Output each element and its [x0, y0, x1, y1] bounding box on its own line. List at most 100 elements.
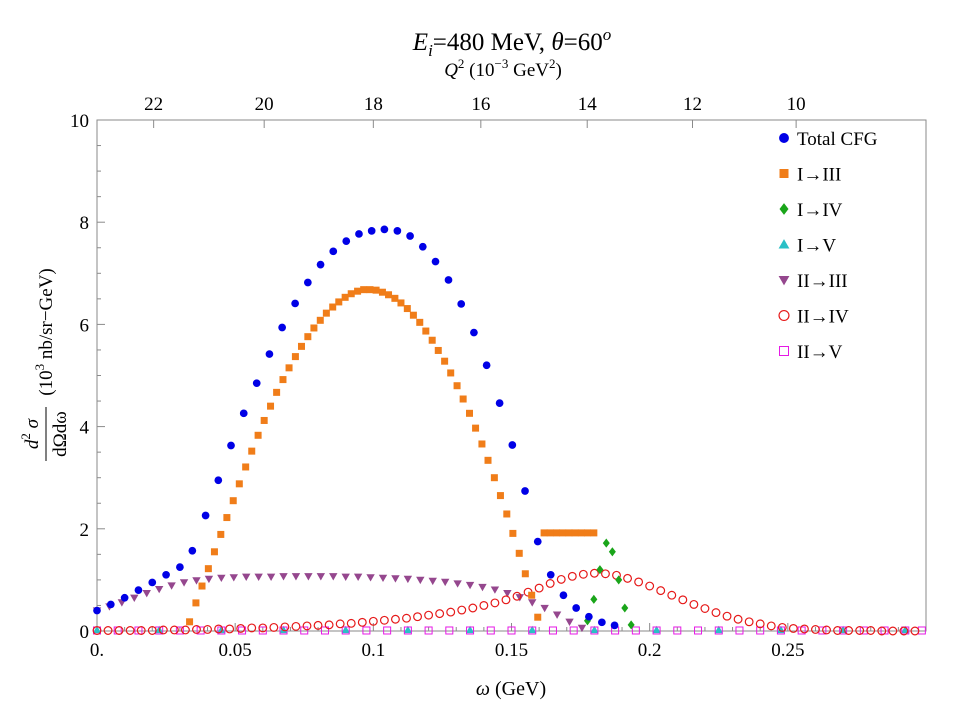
data-point: [495, 399, 504, 407]
data-point: [273, 388, 281, 396]
data-point: [192, 577, 201, 585]
data-point: [92, 625, 102, 634]
data-point: [280, 622, 290, 632]
data-point: [134, 586, 143, 594]
data-point: [258, 623, 268, 633]
data-point: [482, 361, 491, 370]
data-point: [888, 626, 898, 636]
data-point: [179, 579, 189, 587]
data-point: [379, 615, 389, 625]
top-tick-label: 10: [787, 94, 806, 115]
data-point: [590, 625, 599, 634]
data-point: [416, 318, 424, 326]
legend: Total CFG I→III I→IV I→V II→III II→IV II→V: [778, 129, 878, 363]
x-tick-label: 0.: [90, 640, 104, 661]
data-point: [391, 294, 399, 302]
series-2: [583, 538, 635, 630]
data-point: [797, 626, 806, 635]
data-point: [447, 369, 455, 377]
data-point: [634, 577, 644, 587]
data-point: [714, 626, 723, 635]
legend-label: Total CFG: [797, 129, 878, 150]
data-point: [777, 622, 787, 632]
data-point: [435, 609, 445, 619]
data-point: [167, 582, 176, 590]
data-point: [459, 395, 467, 403]
data-point: [799, 624, 809, 634]
data-point: [534, 583, 544, 593]
data-point: [422, 327, 430, 335]
legend-label: I→IV: [797, 200, 843, 221]
data-point: [559, 529, 567, 537]
data-point: [248, 447, 256, 455]
data-point: [254, 431, 262, 439]
data-point: [316, 316, 324, 324]
data-point: [667, 590, 677, 600]
data-point: [468, 603, 478, 613]
data-point: [424, 626, 433, 635]
data-point: [217, 530, 225, 538]
data-point: [509, 529, 517, 537]
data-point: [590, 594, 598, 604]
data-point: [441, 357, 449, 365]
data-point: [540, 604, 549, 613]
data-point: [556, 574, 566, 584]
data-point: [204, 565, 212, 573]
data-point: [645, 581, 655, 591]
data-point: [106, 600, 115, 609]
data-point: [465, 581, 475, 590]
data-point: [402, 613, 411, 623]
data-point: [512, 591, 522, 601]
x-tick-label: 0.2: [638, 640, 662, 661]
data-point: [444, 276, 453, 284]
data-point: [120, 593, 129, 602]
series-0: [93, 225, 619, 630]
data-point: [413, 612, 422, 622]
legend-marker: [779, 346, 789, 356]
legend-marker: [778, 275, 790, 286]
data-point: [304, 333, 312, 341]
data-point: [300, 626, 309, 635]
y-tick-label: 8: [80, 213, 90, 234]
data-point: [528, 591, 536, 599]
data-point: [457, 300, 466, 308]
data-point: [486, 626, 495, 635]
data-point: [403, 625, 413, 634]
data-point: [316, 260, 325, 269]
data-point: [490, 586, 500, 594]
data-point: [316, 573, 326, 581]
data-point: [652, 625, 661, 634]
data-point: [656, 586, 666, 596]
data-point: [571, 529, 579, 537]
data-point: [353, 573, 363, 582]
data-point: [362, 626, 371, 635]
data-point: [291, 299, 299, 308]
data-point: [507, 626, 516, 635]
data-point: [265, 350, 274, 358]
data-point: [733, 614, 743, 624]
svg-text:dΩdω: dΩdω: [50, 411, 71, 457]
y-tick-label: 2: [80, 520, 90, 541]
data-point: [342, 237, 351, 245]
data-point: [355, 230, 363, 238]
data-point: [583, 529, 591, 537]
data-point: [431, 257, 440, 266]
data-point: [385, 291, 393, 299]
data-point: [279, 573, 288, 581]
x-tick-label: 0.05: [219, 640, 252, 661]
data-point: [383, 626, 392, 635]
y-tick-label: 4: [80, 418, 90, 439]
data-point: [877, 626, 887, 636]
data-point: [700, 604, 710, 613]
data-point: [610, 621, 619, 630]
data-point: [125, 626, 135, 635]
data-point: [180, 625, 190, 635]
data-point: [899, 626, 909, 636]
data-point: [223, 514, 231, 522]
data-point: [501, 595, 511, 605]
data-point: [601, 569, 610, 579]
data-point: [428, 336, 436, 344]
data-point: [465, 409, 473, 417]
data-point: [521, 487, 529, 495]
data-point: [521, 570, 529, 578]
